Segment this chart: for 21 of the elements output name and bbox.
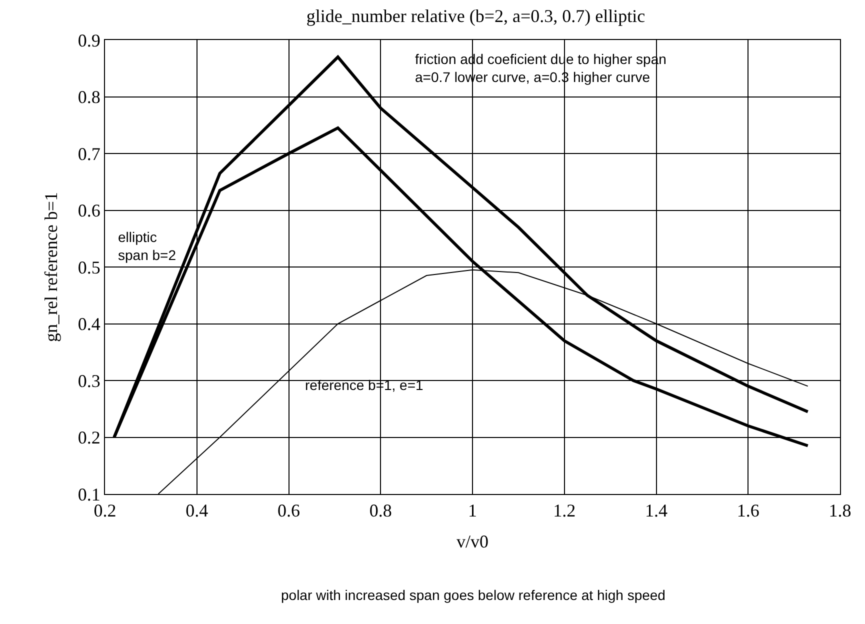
y-tick-label: 0.9: [78, 30, 100, 50]
x-axis-title: v/v0: [456, 532, 489, 552]
x-tick-label: 1.6: [736, 500, 760, 521]
x-tick-label: 0.4: [186, 500, 208, 521]
x-tick-label: 0.6: [278, 500, 300, 521]
y-tick-label: 0.6: [78, 200, 100, 221]
y-tick-label: 0.8: [78, 87, 100, 108]
x-tick-label: 1.4: [645, 500, 668, 521]
x-tick-label: 1: [468, 500, 477, 521]
y-axis-title: gn_rel reference b=1: [41, 192, 62, 342]
x-tick-label: 1.2: [553, 500, 576, 521]
x-tick-label: 1.8: [828, 500, 852, 521]
y-tick-label: 0.5: [78, 257, 100, 278]
y-tick-label: 0.2: [78, 428, 100, 448]
chart-title: glide_number relative (b=2, a=0.3, 0.7) elliptic: [306, 6, 646, 26]
x-tick-label: 0.8: [369, 500, 392, 521]
y-tick-label: 0.7: [78, 144, 100, 164]
y-tick-label: 0.4: [78, 314, 100, 334]
annotation: elliptic span b=2: [118, 229, 176, 264]
y-tick-label: 0.3: [78, 370, 100, 391]
text: polar with increased span goes below reference at high speed: [281, 587, 666, 603]
